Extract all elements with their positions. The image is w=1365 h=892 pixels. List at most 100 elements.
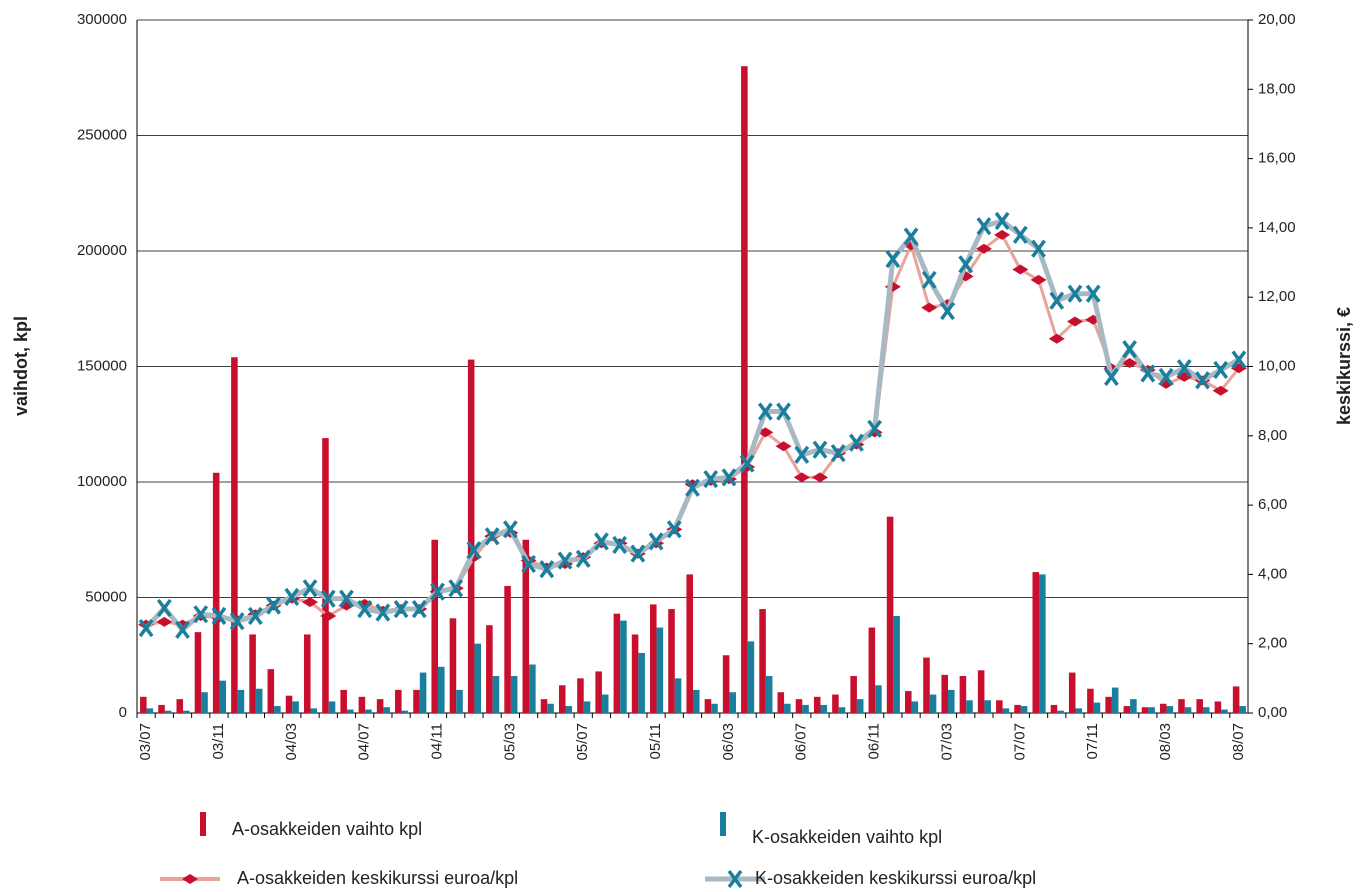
- bar: [395, 689, 402, 713]
- bar: [547, 703, 554, 713]
- bar: [977, 670, 985, 713]
- point: [1048, 333, 1065, 344]
- x-tick-label: 08/07: [1230, 723, 1247, 761]
- bar: [1111, 687, 1119, 713]
- point: [666, 520, 682, 539]
- bar: [966, 700, 973, 713]
- bar: [529, 664, 536, 713]
- bar: [631, 634, 639, 713]
- point: [1012, 264, 1029, 275]
- point: [648, 532, 664, 551]
- point: [156, 598, 172, 618]
- bar: [1057, 710, 1064, 713]
- point: [630, 544, 646, 563]
- point: [721, 468, 737, 487]
- bar: [365, 709, 372, 713]
- point: [1121, 358, 1138, 369]
- y-tick-label: 150000: [77, 357, 127, 374]
- bar: [711, 703, 718, 713]
- bar: [1130, 699, 1137, 713]
- bar: [638, 652, 645, 713]
- bar: [1232, 686, 1240, 713]
- bar: [504, 585, 511, 713]
- point: [594, 532, 609, 551]
- bar: [765, 676, 773, 713]
- bar: [1141, 707, 1149, 713]
- x-tick-label: 07/07: [1011, 723, 1028, 761]
- point: [175, 620, 190, 639]
- point: [1213, 360, 1229, 380]
- point: [430, 582, 445, 601]
- point: [1158, 367, 1174, 386]
- point: [393, 600, 409, 619]
- bar: [1014, 704, 1021, 713]
- bar: [510, 676, 518, 713]
- point: [229, 612, 245, 631]
- bar: [1032, 572, 1040, 713]
- bar: [929, 694, 937, 713]
- y2-tick-label: 0,00: [1258, 704, 1287, 721]
- point: [1085, 284, 1101, 303]
- bar: [274, 706, 281, 713]
- bar: [747, 641, 755, 713]
- point: [193, 605, 209, 624]
- bar: [1123, 706, 1131, 713]
- bar: [1196, 699, 1203, 713]
- bar: [140, 696, 147, 713]
- bar: [1214, 701, 1222, 713]
- bar: [492, 676, 500, 713]
- x-tick-label: 03/07: [137, 723, 154, 761]
- point: [867, 419, 883, 438]
- bar: [693, 689, 700, 713]
- bar: [219, 680, 227, 713]
- legend-label: A-osakkeiden vaihto kpl: [232, 819, 422, 839]
- point: [1031, 239, 1046, 258]
- bar: [620, 620, 627, 713]
- point: [958, 255, 974, 274]
- point: [466, 541, 482, 560]
- x-tick-label: 03/11: [210, 723, 227, 759]
- x-tick-label: 05/03: [501, 723, 518, 761]
- bar: [438, 666, 445, 713]
- bar: [310, 708, 318, 713]
- point: [539, 560, 555, 579]
- bar: [255, 688, 263, 713]
- bar: [777, 692, 785, 713]
- bar: [1068, 672, 1076, 713]
- bar: [820, 704, 828, 713]
- point: [994, 229, 1011, 240]
- bar: [237, 689, 245, 713]
- point: [1067, 284, 1083, 303]
- bar: [1002, 708, 1010, 713]
- point: [1231, 350, 1247, 369]
- point: [1195, 371, 1210, 390]
- x-tick-label: 05/07: [574, 723, 591, 761]
- bar: [456, 689, 463, 713]
- point: [484, 527, 500, 546]
- point: [521, 554, 536, 574]
- bar: [1159, 703, 1167, 713]
- y2-tick-label: 2,00: [1258, 635, 1287, 652]
- bar: [522, 539, 530, 713]
- bar: [1039, 574, 1046, 713]
- bar: [741, 66, 748, 713]
- bar: [486, 625, 493, 713]
- point: [776, 402, 791, 421]
- bar: [431, 539, 439, 713]
- bar: [164, 710, 172, 713]
- bar: [1221, 709, 1228, 713]
- bar: [292, 701, 299, 713]
- y2-axis-label: keskikurssi, €: [1334, 307, 1354, 425]
- x-tick-label: 08/03: [1157, 723, 1174, 761]
- point: [575, 549, 591, 568]
- bar: [346, 709, 354, 713]
- bar: [540, 699, 548, 713]
- bar: [613, 613, 621, 713]
- y-tick-label: 0: [119, 704, 127, 721]
- bar: [1178, 699, 1185, 713]
- legend-marker: [727, 869, 743, 889]
- bar: [595, 671, 602, 713]
- bar: [1050, 704, 1058, 713]
- point: [320, 610, 337, 621]
- bar: [303, 634, 311, 713]
